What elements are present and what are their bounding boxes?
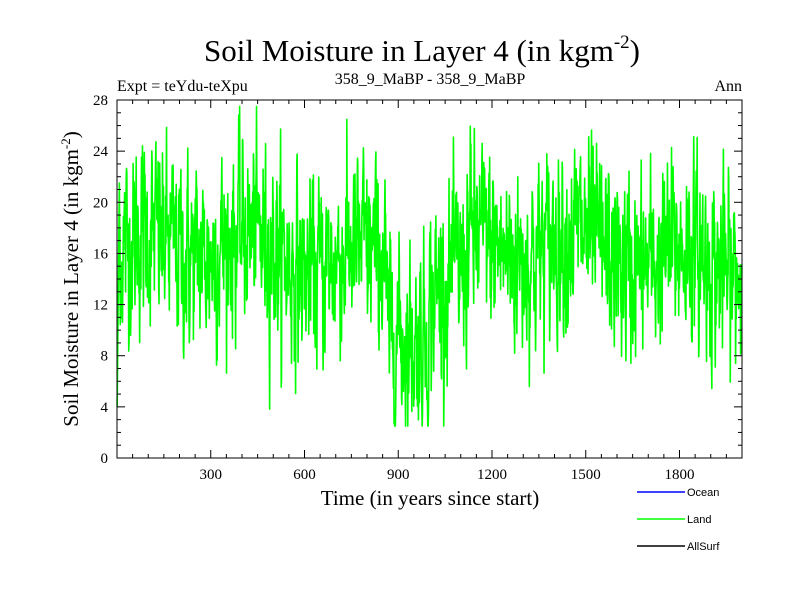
chart-title-sup: -2 [614, 32, 630, 53]
y-tick-label: 8 [101, 349, 109, 365]
legend-label-allsurf: AllSurf [687, 541, 720, 553]
y-axis-label: Soil Moisture in Layer 4 (in kgm-2) [58, 131, 83, 426]
y-tick-label: 12 [93, 298, 108, 314]
y-tick-label: 20 [93, 195, 108, 211]
x-tick-label: 1200 [477, 467, 507, 483]
y-axis-label-main: Soil Moisture in Layer 4 (in kgm [59, 149, 83, 427]
y-tick-label: 28 [93, 93, 108, 109]
x-tick-label: 1500 [571, 467, 601, 483]
chart-title-close: ) [630, 33, 640, 68]
subtitle-left: Expt = teYdu-teXpu [117, 78, 248, 95]
ticks-layer [117, 100, 742, 458]
y-tick-label: 16 [93, 246, 109, 262]
y-tick-label: 24 [93, 144, 109, 160]
legend-label-ocean: Ocean [687, 487, 719, 499]
series-layer [116, 105, 743, 427]
chart-title-main: Soil Moisture in Layer 4 (in kgm [204, 33, 614, 68]
subtitle-right: Ann [714, 78, 742, 95]
x-tick-label: 900 [387, 467, 410, 483]
plot-frame [116, 99, 743, 459]
y-tick-label: 4 [101, 400, 109, 416]
y-tick-label: 0 [101, 451, 109, 467]
x-tick-label: 1800 [665, 467, 695, 483]
y-axis-label-sup: -2 [58, 138, 73, 149]
y-axis-label-close: ) [59, 131, 83, 138]
x-tick-label: 300 [200, 467, 223, 483]
series-land-line [116, 105, 743, 427]
x-tick-label: 600 [293, 467, 316, 483]
legend-label-land: Land [687, 514, 711, 526]
subtitle-center: 358_9_MaBP - 358_9_MaBP [335, 71, 526, 88]
chart-title: Soil Moisture in Layer 4 (in kgm-2) [204, 32, 640, 68]
x-axis-label: Time (in years since start) [321, 486, 540, 510]
labels-layer: 300 600 900 1200 1500 1800 0 4 8 12 16 20 24 28 [93, 93, 695, 483]
legend: Ocean Land AllSurf [637, 487, 720, 553]
